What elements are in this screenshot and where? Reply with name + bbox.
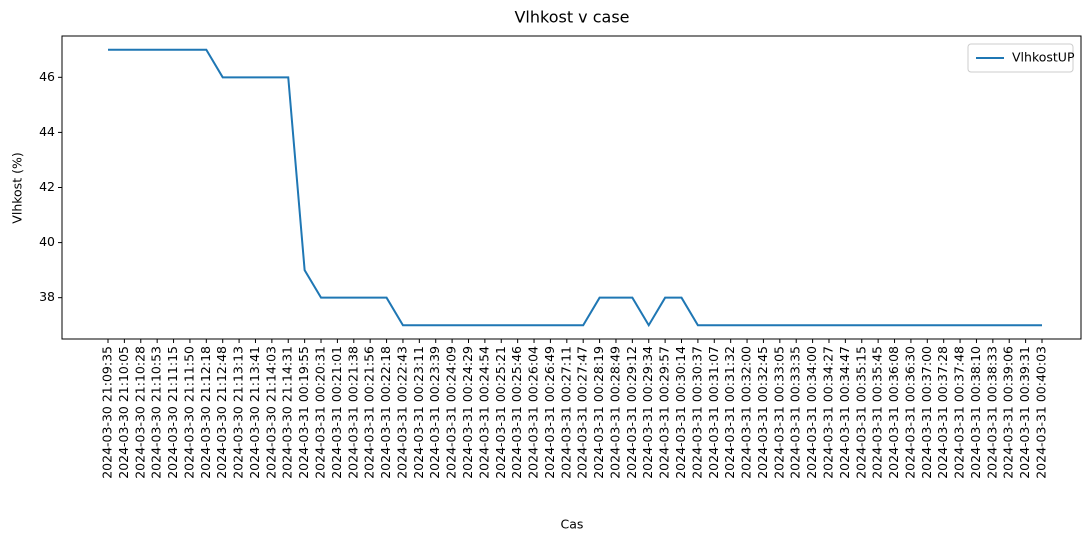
x-tick-label: 2024-03-31 00:26:04 xyxy=(526,346,541,479)
x-tick-label: 2024-03-31 00:21:01 xyxy=(329,346,344,479)
x-tick-label: 2024-03-30 21:14:03 xyxy=(263,346,278,479)
x-axis-label: Cas xyxy=(561,517,584,532)
x-tick-label: 2024-03-30 21:13:13 xyxy=(231,346,246,479)
x-tick-label: 2024-03-31 00:35:45 xyxy=(870,346,885,479)
x-tick-label: 2024-03-31 00:33:05 xyxy=(771,346,786,479)
x-tick-label: 2024-03-31 00:39:06 xyxy=(1001,346,1016,479)
x-tick-label: 2024-03-31 00:19:55 xyxy=(296,346,311,479)
x-tick-label: 2024-03-31 00:28:49 xyxy=(607,346,622,479)
x-tick-label: 2024-03-30 21:14:31 xyxy=(280,346,295,479)
x-tick-label: 2024-03-31 00:21:56 xyxy=(362,346,377,479)
x-tick-label: 2024-03-31 00:21:38 xyxy=(345,346,360,479)
x-tick-label: 2024-03-30 21:10:05 xyxy=(116,346,131,479)
data-line xyxy=(108,48,1042,328)
x-tick-label: 2024-03-31 00:36:08 xyxy=(886,346,901,479)
x-tick-label: 2024-03-30 21:11:15 xyxy=(165,346,180,479)
x-tick-label: 2024-03-31 00:26:49 xyxy=(542,346,557,479)
y-tick-label: 42 xyxy=(39,179,55,194)
x-tick-label: 2024-03-30 21:11:50 xyxy=(181,346,196,479)
x-tick-label: 2024-03-31 00:29:57 xyxy=(657,346,672,479)
x-tick-label: 2024-03-31 00:29:12 xyxy=(624,346,639,479)
x-tick-label: 2024-03-31 00:34:27 xyxy=(820,346,835,479)
x-tick-label: 2024-03-31 00:28:19 xyxy=(591,346,606,479)
x-tick-label: 2024-03-31 00:31:32 xyxy=(722,346,737,479)
x-tick-label: 2024-03-30 21:12:18 xyxy=(198,346,213,479)
legend-label: VlhkostUP xyxy=(1012,50,1075,65)
x-tick-label: 2024-03-31 00:38:10 xyxy=(968,346,983,479)
x-tick-label: 2024-03-31 00:27:47 xyxy=(575,346,590,479)
x-tick-label: 2024-03-31 00:39:31 xyxy=(1017,346,1032,479)
x-tick-label: 2024-03-31 00:37:48 xyxy=(952,346,967,479)
x-tick-label: 2024-03-31 00:37:28 xyxy=(935,346,950,479)
x-tick-label: 2024-03-31 00:24:09 xyxy=(444,346,459,479)
x-tick-label: 2024-03-31 00:38:33 xyxy=(984,346,999,479)
x-tick-label: 2024-03-30 21:13:41 xyxy=(247,346,262,479)
x-tick-label: 2024-03-31 00:25:46 xyxy=(509,346,524,479)
x-tick-label: 2024-03-31 00:23:11 xyxy=(411,346,426,479)
x-tick-label: 2024-03-30 21:12:48 xyxy=(214,346,229,479)
x-tick-label: 2024-03-31 00:36:30 xyxy=(902,346,917,479)
x-tick-label: 2024-03-31 00:24:29 xyxy=(460,346,475,479)
y-axis-label: Vlhkost (%) xyxy=(10,152,25,223)
x-tick-label: 2024-03-31 00:29:34 xyxy=(640,346,655,479)
x-tick-label: 2024-03-30 21:09:35 xyxy=(100,346,115,479)
plot-frame xyxy=(61,35,1082,340)
x-tick-label: 2024-03-31 00:33:35 xyxy=(788,346,803,479)
y-tick-label: 44 xyxy=(39,124,55,139)
x-tick-label: 2024-03-30 21:10:28 xyxy=(132,346,147,479)
x-tick-label: 2024-03-31 00:32:45 xyxy=(755,346,770,479)
x-tick-label: 2024-03-31 00:22:18 xyxy=(378,346,393,479)
x-tick-label: 2024-03-31 00:35:15 xyxy=(853,346,868,479)
chart-title: Vlhkost v case xyxy=(514,8,629,27)
y-tick-label: 46 xyxy=(39,69,55,84)
x-tick-label: 2024-03-31 00:20:31 xyxy=(313,346,328,479)
y-tick-label: 40 xyxy=(39,234,55,249)
x-tick-label: 2024-03-30 21:10:53 xyxy=(149,346,164,479)
x-tick-label: 2024-03-31 00:30:14 xyxy=(673,346,688,479)
x-tick-label: 2024-03-31 00:23:39 xyxy=(427,346,442,479)
legend-box xyxy=(967,43,1074,73)
x-tick-label: 2024-03-31 00:34:00 xyxy=(804,346,819,479)
x-tick-label: 2024-03-31 00:30:37 xyxy=(689,346,704,479)
x-tick-label: 2024-03-31 00:37:00 xyxy=(919,346,934,479)
x-tick-label: 2024-03-31 00:24:54 xyxy=(476,346,491,479)
x-tick-label: 2024-03-31 00:22:43 xyxy=(394,346,409,479)
x-tick-label: 2024-03-31 00:25:21 xyxy=(493,346,508,479)
x-tick-label: 2024-03-31 00:34:47 xyxy=(837,346,852,479)
x-tick-label: 2024-03-31 00:31:07 xyxy=(706,346,721,479)
x-tick-label: 2024-03-31 00:40:03 xyxy=(1034,346,1049,479)
x-tick-label: 2024-03-31 00:32:00 xyxy=(739,346,754,479)
y-tick-label: 38 xyxy=(39,289,55,304)
x-tick-label: 2024-03-31 00:27:11 xyxy=(558,346,573,479)
